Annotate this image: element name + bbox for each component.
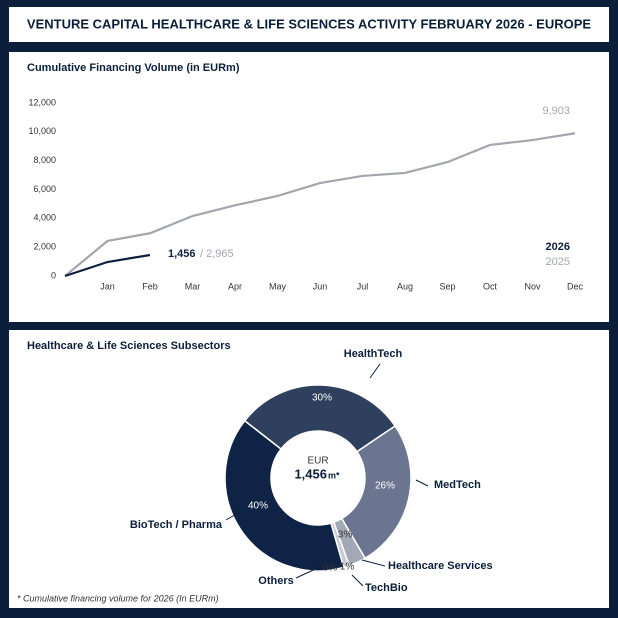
center-total: 1,456 xyxy=(294,466,327,481)
chart-title: Cumulative Financing Volume (in EURm) xyxy=(27,62,240,74)
center-unit: m* xyxy=(328,470,340,480)
leader-line xyxy=(361,559,386,567)
category-label: MedTech xyxy=(434,479,481,491)
donut-slice xyxy=(340,424,412,560)
y-tick-label: 10,000 xyxy=(28,126,56,136)
y-tick-label: 8,000 xyxy=(33,155,56,165)
y-tick-label: 2,000 xyxy=(33,242,56,252)
x-tick-label: Apr xyxy=(228,281,242,291)
leader-line xyxy=(351,574,364,587)
x-tick-label: Aug xyxy=(397,281,413,291)
x-tick-label: Dec xyxy=(567,281,584,291)
page-title: VENTURE CAPITAL HEALTHCARE & LIFE SCIENC… xyxy=(27,16,591,31)
x-tick-label: Jan xyxy=(100,281,115,291)
slice-label: 40% xyxy=(248,501,268,512)
line xyxy=(64,132,576,277)
leader-line xyxy=(295,565,323,579)
y-tick-label: 4,000 xyxy=(33,213,56,223)
legend-label: 2025 xyxy=(546,256,570,268)
donut-slice xyxy=(243,384,397,453)
line xyxy=(64,253,151,278)
y-tick-label: 6,000 xyxy=(33,184,56,194)
x-tick-label: Jul xyxy=(357,281,369,291)
category-label: Healthcare Services xyxy=(388,560,493,572)
x-tick-label: Feb xyxy=(142,281,158,291)
slice-label: 0% xyxy=(323,563,338,574)
slice-label: 30% xyxy=(312,393,332,404)
footnote: * Cumulative financing volume for 2026 (… xyxy=(17,593,219,603)
title-box xyxy=(9,7,609,42)
slice-label: 26% xyxy=(375,481,395,492)
category-label: HealthTech xyxy=(344,348,403,360)
data-label: / 2,965 xyxy=(200,248,234,260)
data-label: 1,456 xyxy=(168,248,196,260)
x-tick-label: Mar xyxy=(185,281,201,291)
donut-slice xyxy=(224,419,345,572)
slice-label: 3% xyxy=(338,530,353,541)
slice-label: 1% xyxy=(340,562,355,573)
center-currency: EUR xyxy=(307,456,328,467)
chart-title: Healthcare & Life Sciences Subsectors xyxy=(27,340,231,352)
x-tick-label: Sep xyxy=(439,281,455,291)
leader-line xyxy=(415,479,429,487)
x-tick-label: Nov xyxy=(524,281,541,291)
legend-label: 2026 xyxy=(546,241,570,253)
x-tick-label: Oct xyxy=(483,281,498,291)
x-tick-label: May xyxy=(269,281,287,291)
leader-line xyxy=(369,363,381,379)
data-label: 9,903 xyxy=(542,105,570,117)
y-tick-label: 0 xyxy=(51,270,56,280)
category-label: BioTech / Pharma xyxy=(130,519,223,531)
category-label: Others xyxy=(258,575,293,587)
y-tick-label: 12,000 xyxy=(28,97,56,107)
category-label: TechBio xyxy=(365,582,408,594)
x-tick-label: Jun xyxy=(313,281,328,291)
leader-line xyxy=(225,511,241,521)
